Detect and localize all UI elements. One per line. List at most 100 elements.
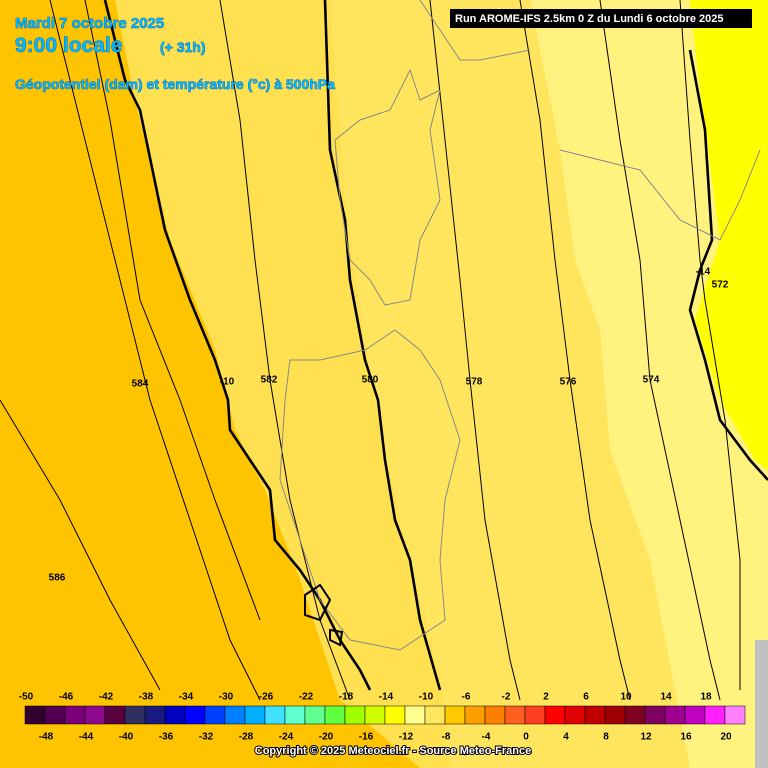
colorbar-label: -10 — [419, 692, 434, 703]
colorbar-swatch — [664, 705, 686, 725]
colorbar-swatch — [384, 705, 406, 725]
colorbar-swatch — [244, 705, 266, 725]
colorbar-swatch — [204, 705, 226, 725]
isotherm — [103, 0, 372, 691]
colorbar-swatch — [444, 705, 466, 725]
colorbar-label: -8 — [442, 732, 451, 743]
colorbar-label: -12 — [399, 732, 414, 743]
colorbar-label: 8 — [603, 732, 609, 743]
colorbar-label: -30 — [219, 692, 234, 703]
contour-label: 572 — [712, 280, 729, 291]
date: Mardi 7 octobre 2025 — [15, 15, 164, 32]
colorbar-swatch — [424, 705, 446, 725]
contour-label: 580 — [362, 375, 379, 386]
colorbar-label: -40 — [119, 732, 134, 743]
colorbar-swatch — [84, 705, 106, 725]
colorbar-label: -20 — [319, 732, 334, 743]
copyright: Copyright © 2025 Meteociel.fr - Source M… — [255, 745, 531, 757]
contour — [429, 0, 521, 701]
colorbar-swatch — [284, 705, 306, 725]
colorbar-swatch — [504, 705, 526, 725]
colorbar-label: 10 — [620, 692, 632, 703]
coastline — [419, 0, 531, 61]
subtitle: Géopotentiel (dam) et température (°c) à… — [15, 76, 335, 92]
colorbar-swatch — [44, 705, 66, 725]
colorbar-label: -26 — [259, 692, 274, 703]
colorbar-swatch — [724, 705, 746, 725]
colorbar-swatch — [324, 705, 346, 725]
contour — [679, 0, 741, 690]
colorbar-label: 4 — [563, 732, 569, 743]
island — [334, 68, 441, 306]
colorbar: -50-48-46-44-42-40-38-36-34-32-30-28-26-… — [19, 692, 746, 743]
colorbar-label: -6 — [462, 692, 471, 703]
run-box — [450, 9, 752, 28]
colorbar-label: -38 — [139, 692, 154, 703]
colorbar-label: -28 — [239, 732, 254, 743]
time: 9:00 locale — [15, 34, 122, 57]
colorbar-label: -48 — [39, 732, 54, 743]
colorbar-swatch — [464, 705, 486, 725]
no-data — [755, 640, 768, 768]
colorbar-label: -16 — [359, 732, 374, 743]
lead-time: (+ 31h) — [160, 39, 206, 55]
contour-label: -14 — [696, 267, 711, 278]
colorbar-label: 16 — [680, 732, 692, 743]
isotherm — [688, 49, 768, 481]
contour-label: 586 — [49, 573, 66, 584]
contour-label: 584 — [132, 379, 149, 390]
colorbar-swatch — [704, 705, 726, 725]
colorbar-label: -42 — [99, 692, 114, 703]
colorbar-swatch — [124, 705, 146, 725]
colorbar-swatch — [364, 705, 386, 725]
islets — [304, 583, 344, 647]
colorbar-label: 12 — [640, 732, 652, 743]
colorbar-swatch — [484, 705, 506, 725]
contour — [84, 0, 261, 621]
contour-label: 576 — [560, 377, 577, 388]
contour — [0, 399, 161, 691]
colorbar-label: -22 — [299, 692, 314, 703]
colorbar-label: -34 — [179, 692, 194, 703]
colorbar-swatch — [684, 705, 706, 725]
contour-label: -10 — [220, 377, 235, 388]
colorbar-label: 2 — [543, 692, 549, 703]
contour-label: 582 — [261, 375, 278, 386]
contour — [49, 0, 261, 701]
contour — [519, 0, 631, 701]
run-info: Run AROME-IFS 2.5km 0 Z du Lundi 6 octob… — [455, 13, 724, 25]
colorbar-label: -50 — [19, 692, 34, 703]
colorbar-label: -24 — [279, 732, 294, 743]
island — [279, 329, 461, 651]
colorbar-swatch — [344, 705, 366, 725]
colorbar-label: -18 — [339, 692, 354, 703]
colorbar-swatch — [304, 705, 326, 725]
colorbar-swatch — [64, 705, 86, 725]
colorbar-swatch — [164, 705, 186, 725]
colorbar-swatch — [184, 705, 206, 725]
colorbar-swatch — [24, 705, 46, 725]
colorbar-label: -4 — [482, 732, 491, 743]
colorbar-swatch — [644, 705, 666, 725]
coastline — [559, 149, 761, 241]
colorbar-swatch — [524, 705, 546, 725]
contour-label: 574 — [643, 375, 660, 386]
colorbar-swatch — [624, 705, 646, 725]
colorbar-label: 14 — [660, 692, 672, 703]
colorbar-swatch — [584, 705, 606, 725]
colorbar-swatch — [404, 705, 426, 725]
colorbar-label: -14 — [379, 692, 394, 703]
colorbar-label: 20 — [720, 732, 732, 743]
colorbar-swatch — [564, 705, 586, 725]
colorbar-label: 18 — [700, 692, 712, 703]
colorbar-swatch — [264, 705, 286, 725]
colorbar-swatch — [104, 705, 126, 725]
contour — [599, 0, 721, 701]
colorbar-swatch — [224, 705, 246, 725]
temp-band — [690, 0, 768, 470]
colorbar-label: -2 — [502, 692, 511, 703]
colorbar-swatch — [544, 705, 566, 725]
colorbar-swatch — [604, 705, 626, 725]
